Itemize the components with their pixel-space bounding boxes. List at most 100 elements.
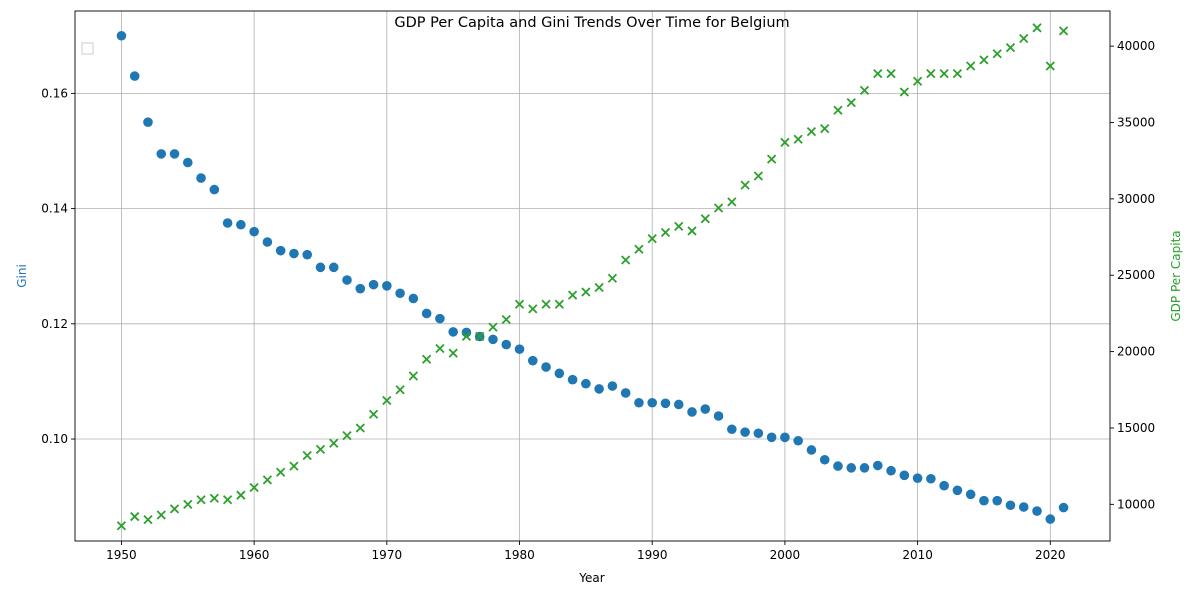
gdp-point — [395, 385, 405, 395]
gdp-point — [355, 423, 365, 433]
gini-point — [541, 362, 551, 372]
gini-point — [236, 219, 246, 230]
gdp-point — [713, 203, 724, 213]
gini-point — [594, 384, 604, 394]
gdp-point — [873, 68, 883, 79]
gini-point — [129, 71, 140, 81]
gdp-point — [687, 226, 697, 236]
gini-point — [793, 435, 803, 446]
gini-point — [488, 334, 498, 345]
gini-point — [713, 411, 724, 421]
gini-point — [647, 397, 658, 408]
gdp-point — [236, 490, 246, 500]
y-right-tick-label: 40000 — [1117, 39, 1155, 53]
gdp-point — [647, 233, 657, 244]
gdp-point — [886, 68, 896, 79]
gini-point — [846, 463, 857, 473]
gdp-point — [382, 395, 392, 406]
x-tick-label: 1980 — [504, 548, 535, 562]
y-left-tick-label: 0.12 — [41, 317, 68, 331]
legend-box — [81, 42, 94, 55]
chart-title: GDP Per Capita and Gini Trends Over Time… — [394, 15, 789, 31]
gdp-point — [461, 331, 472, 341]
y-axis-right-label: GDP Per Capita — [1169, 230, 1183, 321]
gini-point — [262, 237, 273, 247]
gini-point — [939, 480, 949, 491]
gdp-point — [222, 495, 233, 505]
gdp-point — [833, 105, 843, 115]
gini-point — [249, 226, 259, 237]
gini-point — [368, 279, 379, 290]
gini-point — [275, 245, 286, 256]
gdp-point — [156, 510, 166, 520]
gini-point — [1005, 500, 1016, 511]
gini-point — [342, 275, 352, 285]
gini-point — [992, 495, 1003, 506]
x-tick-label: 2000 — [770, 548, 801, 562]
gini-point — [673, 399, 684, 410]
gdp-point — [912, 76, 923, 86]
gini-point — [660, 398, 671, 409]
gini-point — [872, 460, 883, 471]
gini-point — [448, 327, 458, 337]
gdp-point — [329, 438, 339, 448]
gdp-point — [541, 299, 551, 309]
gini-point — [1045, 514, 1056, 524]
gini-point — [899, 470, 910, 481]
gdp-point — [368, 409, 379, 419]
gdp-point — [859, 85, 870, 96]
gini-point — [926, 473, 936, 484]
gdp-point — [567, 290, 578, 300]
gini-point — [912, 473, 923, 484]
gdp-point — [621, 255, 631, 265]
gdp-series — [116, 23, 1069, 531]
gini-point — [1018, 502, 1029, 512]
gdp-point — [780, 137, 790, 147]
gdp-point — [820, 123, 830, 134]
gini-point — [408, 293, 419, 304]
gini-point — [328, 262, 339, 273]
gini-point — [222, 218, 233, 228]
gdp-point — [435, 343, 445, 354]
gdp-point — [581, 287, 591, 297]
gini-point — [209, 184, 220, 195]
gini-point — [514, 344, 525, 354]
gdp-point — [846, 98, 856, 108]
gini-point — [527, 355, 538, 366]
gdp-point — [806, 127, 817, 137]
gini-point — [581, 378, 591, 389]
gini-point — [143, 117, 153, 127]
gdp-point — [289, 461, 299, 471]
y-right-ticks: 10000 15000 20000 25000 30000 35000 40000 — [1110, 39, 1155, 511]
gini-point — [501, 339, 512, 350]
gdp-point — [448, 348, 458, 358]
y-right-tick-label: 30000 — [1117, 192, 1155, 206]
gdp-point — [952, 68, 963, 79]
y-right-tick-label: 35000 — [1117, 115, 1155, 129]
gini-point — [315, 262, 326, 273]
gdp-point — [674, 221, 684, 231]
gdp-point — [926, 68, 936, 79]
gini-point — [687, 407, 697, 417]
gdp-point — [793, 134, 803, 144]
y-axis-left-label: Gini — [15, 264, 29, 288]
x-tick-label: 2020 — [1035, 548, 1066, 562]
gdp-point — [130, 511, 140, 522]
gini-point — [1058, 502, 1069, 513]
gdp-point — [302, 450, 312, 461]
gdp-point — [740, 180, 750, 190]
gdp-point — [992, 49, 1002, 59]
gdp-point — [554, 299, 564, 309]
gdp-point — [727, 197, 737, 207]
gini-point — [1032, 506, 1042, 516]
y-left-tick-label: 0.16 — [41, 86, 68, 100]
gdp-point — [408, 371, 419, 381]
gdp-point — [1058, 26, 1069, 36]
y-left-tick-label: 0.10 — [41, 432, 68, 446]
gdp-point — [488, 322, 498, 332]
gdp-point — [753, 171, 764, 181]
gini-point — [819, 454, 830, 465]
gini-point — [382, 280, 392, 291]
x-tick-label: 1950 — [106, 548, 137, 562]
